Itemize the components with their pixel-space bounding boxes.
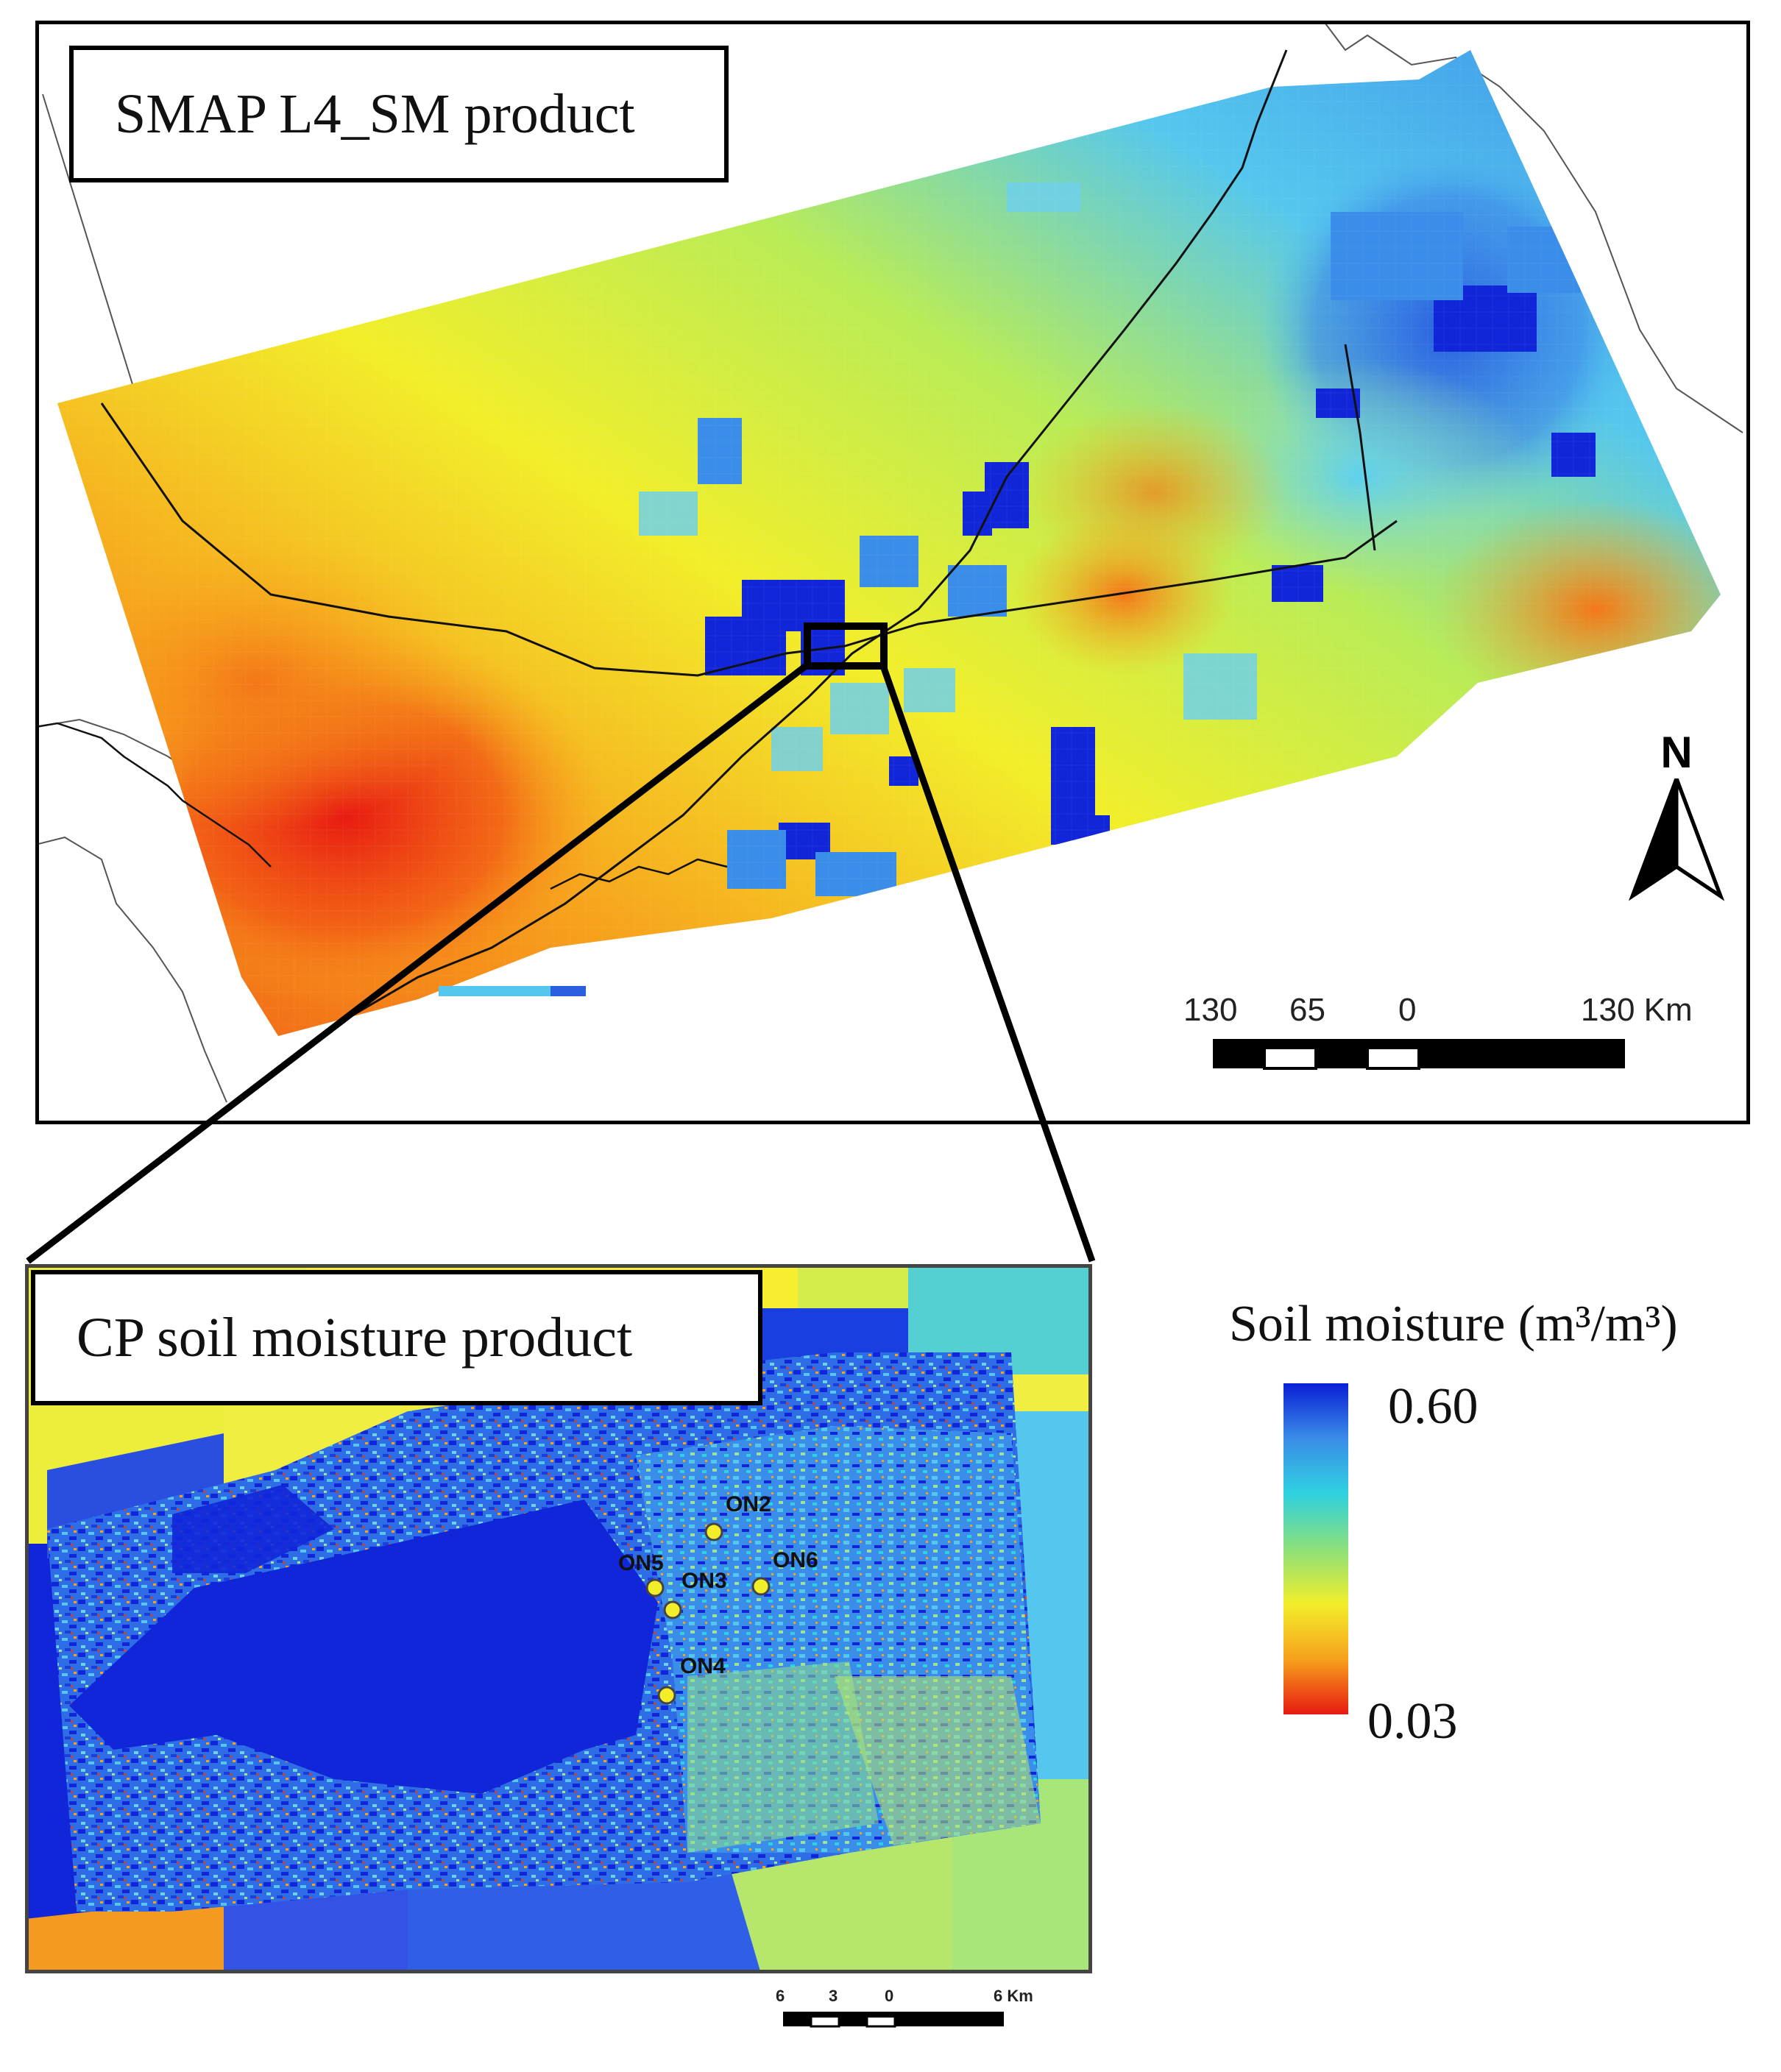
bottom-scale-tick-3: 6 Km [994,1987,1033,2005]
bottom-map-panel: ON2 ON5 ON3 ON6 ON4 CP soil moisture pro… [25,1264,1092,1973]
north-arrow-icon [1628,778,1725,901]
legend-max-label: 0.60 [1388,1378,1479,1435]
site-markers [645,1522,771,1705]
bottom-map-frame [25,1264,1092,1973]
site-label-on6: ON6 [773,1548,818,1572]
bottom-map-title: CP soil moisture product [77,1306,633,1369]
legend-color-ramp [1283,1383,1348,1714]
top-map-title-box: SMAP L4_SM product [69,46,729,182]
top-scale-bar-graphic [1213,1039,1625,1070]
top-scale-tick-2: 0 [1398,992,1417,1028]
top-scale-tick-0: 130 [1183,992,1238,1028]
top-map-frame [35,21,1750,1124]
bottom-scale-bar-graphic [783,2012,1004,2028]
site-label-on3: ON3 [681,1569,727,1593]
north-arrow: N [1625,727,1728,904]
bottom-scale-tick-0: 6 [776,1987,785,2005]
top-scale-tick-1: 65 [1289,992,1325,1028]
zoom-extent-box [804,622,888,670]
legend-min-label: 0.03 [1367,1693,1458,1750]
legend: Soil moisture (m³/m³) 0.60 0.03 [1222,1295,1766,1751]
site-label-on4: ON4 [680,1654,726,1678]
top-scale-bar: 130 65 0 130 Km [1139,992,1728,1095]
bottom-scale-bar: 6 3 0 6 Km [765,1987,1074,2038]
top-map-title: SMAP L4_SM product [115,82,635,145]
bottom-scale-tick-1: 3 [829,1987,838,2005]
bottom-map-title-box: CP soil moisture product [31,1270,762,1405]
site-label-on2: ON2 [726,1492,771,1516]
site-label-on5: ON5 [618,1551,664,1575]
legend-title: Soil moisture (m³/m³) [1229,1296,1678,1352]
top-map-panel: SMAP L4_SM product N 130 65 0 130 Km [35,21,1750,1124]
top-scale-tick-3: 130 Km [1581,992,1693,1028]
bottom-scale-tick-2: 0 [885,1987,894,2005]
north-label: N [1660,728,1693,777]
